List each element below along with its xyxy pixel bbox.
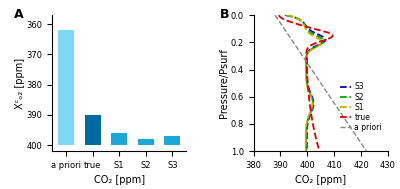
S2 <box>304 137 309 140</box>
S1 <box>303 150 308 152</box>
S1 <box>309 97 314 100</box>
a priori <box>327 94 332 97</box>
S3 <box>283 14 288 16</box>
S1 <box>284 14 289 16</box>
true <box>306 95 311 97</box>
true <box>306 94 311 97</box>
Bar <box>164 136 180 145</box>
S2 <box>286 14 291 17</box>
true <box>312 129 316 131</box>
Line: S2: S2 <box>286 15 324 151</box>
true <box>317 150 322 152</box>
S2 <box>284 14 288 16</box>
S3 <box>310 95 314 97</box>
S1 <box>308 95 313 97</box>
S1 <box>304 129 308 131</box>
S2 <box>309 94 314 97</box>
Bar <box>85 115 101 145</box>
S1 <box>303 137 308 140</box>
Line: S1: S1 <box>287 15 322 151</box>
a priori <box>273 14 278 17</box>
Legend: S3, S2, S1, true, a priori: S3, S2, S1, true, a priori <box>338 80 384 134</box>
a priori <box>350 129 354 131</box>
Y-axis label: Xᶜₒ₂ [ppm]: Xᶜₒ₂ [ppm] <box>15 58 25 109</box>
true <box>277 14 282 16</box>
Text: B: B <box>220 8 230 21</box>
Text: A: A <box>14 8 24 21</box>
S3 <box>304 129 309 131</box>
S2 <box>304 129 309 131</box>
S2 <box>310 97 314 100</box>
true <box>277 14 282 17</box>
Line: true: true <box>279 15 333 151</box>
S3 <box>285 14 290 17</box>
S3 <box>310 97 315 100</box>
a priori <box>327 95 332 97</box>
true <box>314 137 318 140</box>
a priori <box>364 150 369 152</box>
Bar <box>138 139 154 145</box>
a priori <box>329 97 334 100</box>
Bar <box>111 133 127 145</box>
a priori <box>273 14 278 16</box>
Y-axis label: Pressure/Psurf: Pressure/Psurf <box>219 48 229 118</box>
X-axis label: CO₂ [ppm]: CO₂ [ppm] <box>295 175 346 185</box>
Line: S3: S3 <box>285 15 326 151</box>
S1 <box>286 14 291 17</box>
S2 <box>304 150 309 152</box>
Line: a priori: a priori <box>275 15 366 151</box>
S3 <box>304 150 309 152</box>
S2 <box>309 95 314 97</box>
S3 <box>304 137 309 140</box>
a priori <box>356 137 360 140</box>
Bar <box>58 30 74 145</box>
true <box>307 97 312 100</box>
X-axis label: CO₂ [ppm]: CO₂ [ppm] <box>94 175 145 185</box>
S1 <box>308 94 313 97</box>
S3 <box>309 94 314 97</box>
